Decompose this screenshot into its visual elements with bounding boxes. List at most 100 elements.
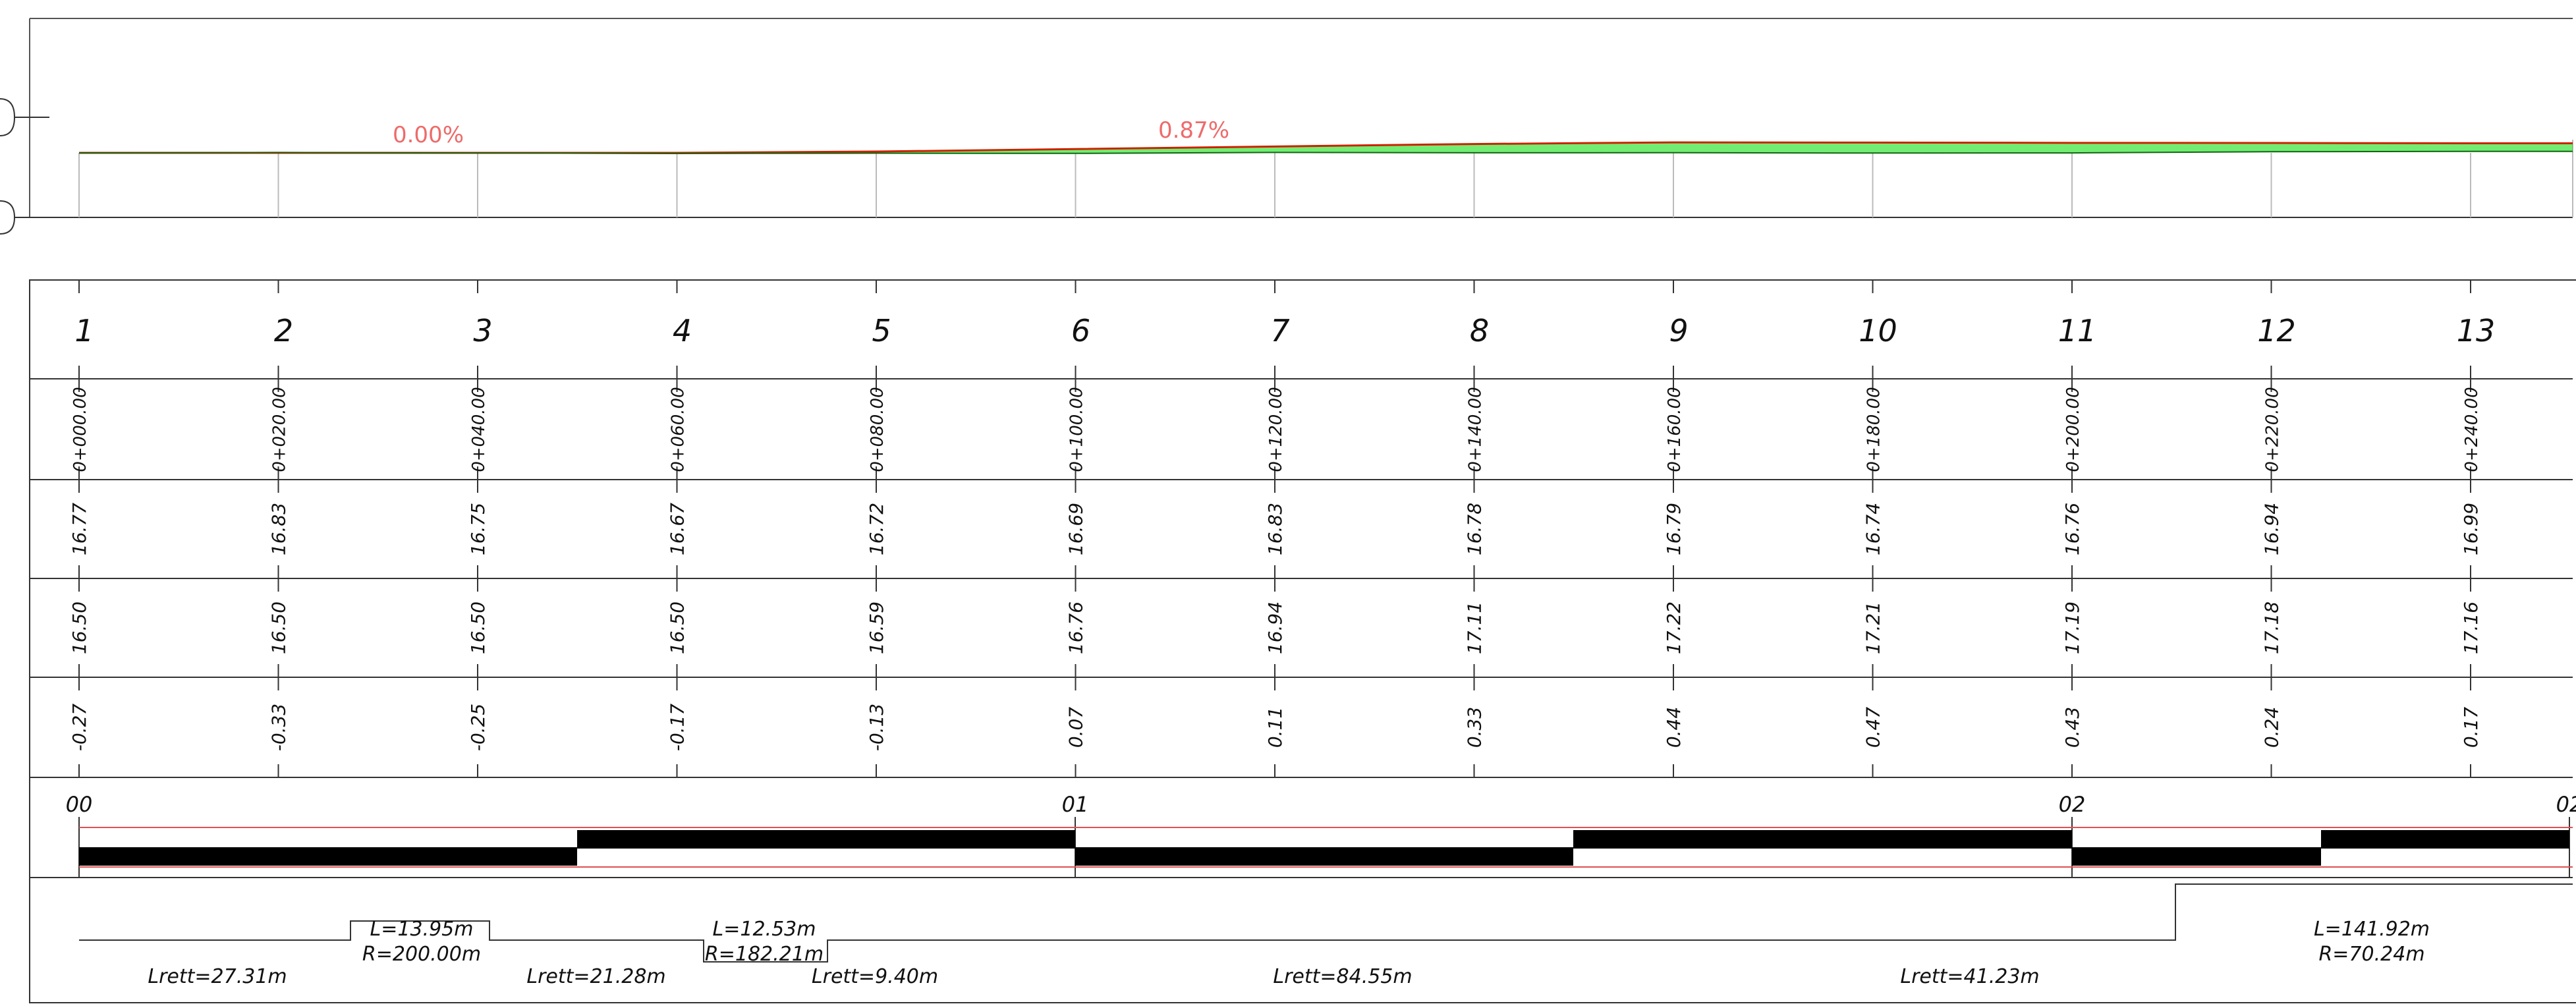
hectometre-segment <box>577 830 1075 849</box>
chainage-label: 0+200.00 <box>2063 387 2083 472</box>
chainage-label: 0+080.00 <box>868 387 887 472</box>
difference-label: 0.11 <box>1264 707 1286 748</box>
curvature-line <box>79 883 2573 963</box>
table-frame <box>0 18 2576 1003</box>
ground-elevation-label: 17.11 <box>1464 601 1486 654</box>
grade-label: 0.00% <box>393 122 464 148</box>
alignment-label: R=200.00m <box>362 943 481 966</box>
ground-elevation-label: 16.50 <box>268 601 290 654</box>
design-elevation-label: 16.76 <box>2061 503 2083 555</box>
point-number: 8 <box>1470 313 1489 349</box>
design-elevation-label: 16.72 <box>866 503 887 555</box>
chainage-label: 0+240.00 <box>2462 387 2482 472</box>
alignment-label: L=141.92m <box>2314 918 2430 941</box>
table-border <box>29 279 2576 1003</box>
ground-elevation-label: 16.50 <box>667 601 688 654</box>
alignment-label: R=70.24m <box>2318 943 2424 966</box>
left-bracket <box>0 200 16 235</box>
difference-label: 0.24 <box>2261 707 2283 748</box>
difference-label: 0.07 <box>1065 707 1087 748</box>
kilometre-mark: 02 <box>2556 792 2576 817</box>
difference-label: 0.47 <box>1862 707 1884 748</box>
design-profile-line <box>78 150 2573 155</box>
hectometre-segment <box>2072 847 2321 866</box>
alignment-label: L=13.95m <box>370 918 474 941</box>
point-number: 3 <box>473 313 492 349</box>
data-table: 1 2 3 4 5 6 7 8 9 10 11 12 130+000.00 0+020.00 0+040.0… <box>69 280 2495 777</box>
alignment-label: R=182.21m <box>705 943 824 966</box>
ground-elevation-label: 16.76 <box>1065 601 1087 654</box>
chainage-label: 0+100.00 <box>1067 387 1087 472</box>
ground-elevation-label: 16.50 <box>467 601 489 654</box>
difference-label: -0.27 <box>69 704 90 752</box>
kilometre-mark: 01 <box>1062 792 1089 817</box>
chainage-label: 0+000.00 <box>70 387 90 472</box>
grade-label: 0.87% <box>1158 117 1229 144</box>
difference-label: -0.25 <box>467 704 489 751</box>
design-elevation-label: 16.67 <box>667 503 688 555</box>
point-number: 9 <box>1669 313 1688 349</box>
point-number: 12 <box>2257 313 2296 349</box>
chainage-label: 0+160.00 <box>1665 387 1685 472</box>
alignment-label: Lrett=41.23m <box>1900 965 2039 988</box>
left-bracket <box>0 98 16 136</box>
difference-label: -0.33 <box>268 704 290 751</box>
point-number: 11 <box>2058 313 2097 349</box>
alignment-label: Lrett=21.28m <box>526 965 665 988</box>
ground-elevation-label: 16.94 <box>1264 601 1286 654</box>
design-elevation-label: 16.74 <box>1862 503 1884 555</box>
difference-label: 0.33 <box>1464 707 1486 748</box>
ground-elevation-label: 16.59 <box>866 601 887 654</box>
hectometre-segment <box>1075 847 1573 866</box>
ground-elevation-label: 17.18 <box>2261 601 2283 654</box>
point-number: 5 <box>872 313 891 349</box>
difference-label: 0.17 <box>2460 707 2482 748</box>
design-elevation-label: 16.69 <box>1065 503 1087 555</box>
ground-elevation-label: 17.22 <box>1663 601 1685 654</box>
design-elevation-label: 16.78 <box>1464 503 1486 555</box>
point-number: 6 <box>1071 313 1090 349</box>
chainage-label: 0+180.00 <box>1864 387 1884 472</box>
chainage-label: 0+140.00 <box>1466 387 1486 472</box>
hectometre-segment <box>79 847 577 866</box>
kilometre-mark: 02 <box>2059 792 2086 817</box>
cut-fill-area <box>79 142 2573 154</box>
hectometre-segment <box>2321 830 2569 849</box>
difference-label: -0.13 <box>866 704 887 751</box>
ground-elevation-label: 17.19 <box>2061 601 2083 654</box>
point-number: 1 <box>74 313 94 349</box>
alignment-label: Lrett=9.40m <box>812 965 938 988</box>
chainage-label: 0+020.00 <box>270 387 290 472</box>
alignment-label: L=12.53m <box>713 918 816 941</box>
design-elevation-label: 16.83 <box>1264 503 1286 555</box>
chainage-label: 0+220.00 <box>2263 387 2283 472</box>
alignment-label: Lrett=27.31m <box>148 965 287 988</box>
point-number: 4 <box>673 313 692 349</box>
point-number: 10 <box>1859 313 1897 349</box>
design-elevation-label: 16.77 <box>69 503 90 555</box>
ground-elevation-label: 16.50 <box>69 601 90 654</box>
alignment-label: Lrett=84.55m <box>1273 965 1412 988</box>
longitudinal-profile: 0.00% 0.87% <box>78 117 2573 217</box>
point-number: 7 <box>1270 313 1289 349</box>
kilometre-bar: 00 01 02 02 <box>66 792 2576 878</box>
ground-elevation-label: 17.16 <box>2460 601 2482 654</box>
chainage-label: 0+040.00 <box>469 387 489 472</box>
difference-label: 0.43 <box>2061 707 2083 748</box>
point-number: 13 <box>2457 313 2496 349</box>
point-number: 2 <box>274 313 293 349</box>
difference-label: 0.44 <box>1663 707 1685 748</box>
difference-label: -0.17 <box>667 704 688 752</box>
hectometre-segment <box>1573 830 2072 849</box>
design-elevation-label: 16.79 <box>1663 503 1685 555</box>
design-elevation-label: 16.99 <box>2460 503 2482 555</box>
design-elevation-label: 16.75 <box>467 503 489 555</box>
chainage-label: 0+120.00 <box>1266 387 1286 472</box>
chainage-label: 0+060.00 <box>669 387 688 472</box>
kilometre-mark: 00 <box>66 792 93 817</box>
design-elevation-label: 16.83 <box>268 503 290 555</box>
design-elevation-label: 16.94 <box>2261 503 2283 555</box>
ground-elevation-label: 17.21 <box>1862 601 1884 654</box>
